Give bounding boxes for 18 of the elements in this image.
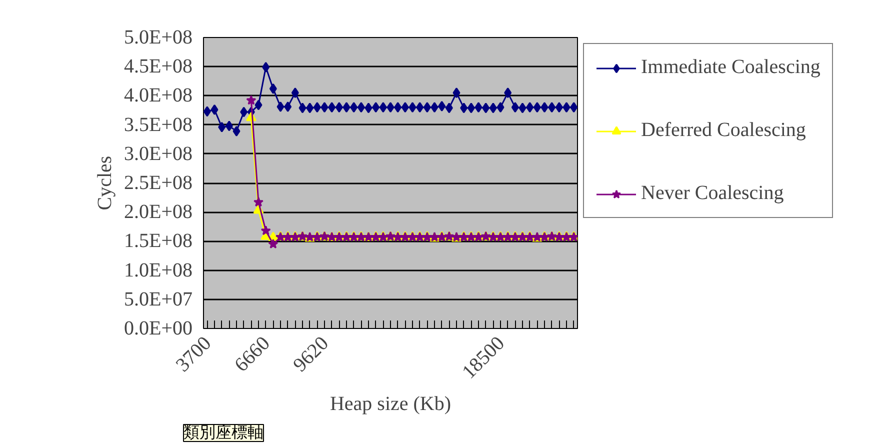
legend-label: Immediate Coalescing	[641, 56, 820, 79]
legend-label: Deferred Coalescing	[641, 119, 806, 142]
x-axis-title: Heap size (Kb)	[330, 392, 452, 415]
y-tick-label: 3.5E+08	[124, 114, 193, 136]
y-tick-label: 0.0E+00	[124, 318, 193, 340]
legend-label: Never Coalescing	[641, 182, 784, 205]
y-tick-label: 1.5E+08	[124, 230, 193, 252]
y-tick-label: 3.0E+08	[124, 142, 193, 165]
text: 類別座標軸	[184, 424, 264, 442]
y-tick-label: 2.0E+08	[124, 201, 193, 224]
y-tick-label: 1.0E+08	[124, 259, 193, 282]
x-tick-label: 6660	[230, 332, 274, 376]
y-tick-label: 4.5E+08	[124, 56, 193, 78]
y-axis-title: Cycles	[94, 156, 116, 210]
y-tick-label: 2.5E+08	[124, 172, 193, 194]
y-tick-label: 5.0E+08	[124, 26, 193, 48]
y-tick-label: 4.0E+08	[124, 84, 193, 107]
y-tick-label: 5.0E+07	[124, 288, 193, 310]
